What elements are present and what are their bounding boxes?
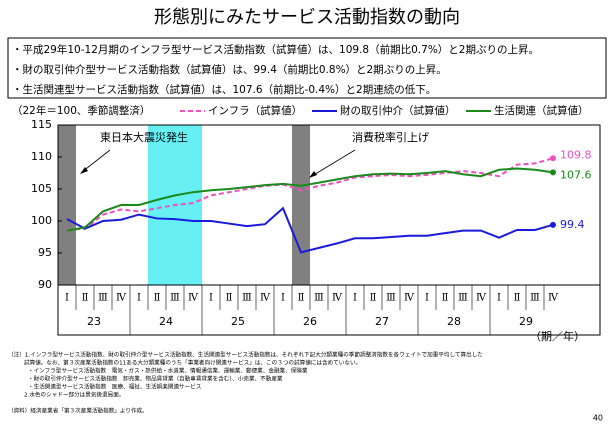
x-tick-label: Ⅰ (353, 293, 357, 304)
category-frame (57, 284, 601, 336)
footnotes: （注）1.インフラ型サービス活動指数、財の取引仲介型サービス活動指数、生活関連型… (8, 351, 483, 415)
y-tick-label: 90 (38, 278, 52, 291)
legend-label: 生活関連（試算値） (494, 104, 589, 117)
x-tick-label: Ⅳ (332, 293, 343, 304)
series-line (66, 206, 554, 254)
year-label: 28 (447, 315, 461, 328)
footnote: 2.水色のシャドー部分は景気後退局面。 (24, 391, 124, 399)
x-axis-label: （期／年） (530, 329, 585, 343)
year-label: 23 (87, 315, 101, 328)
x-tick-label: Ⅱ (370, 293, 377, 304)
end-marker (550, 221, 556, 228)
arrow-head (80, 167, 88, 174)
footnote: ・インフラ型サービス活動指数 電気・ガス・熱供給・水道業、情報通信業、運輸業、郵… (28, 367, 308, 375)
footnote: ・生活関連型サービス活動指数 医療、福祉、生活娯楽関連サービス (28, 383, 202, 391)
x-tick-label: Ⅰ (137, 293, 141, 304)
year-label: 29 (519, 315, 533, 328)
bullet: ・財の取引仲介型サービス活動指数（試算値）は、99.4（前期比0.8%）と2期ぶ… (12, 63, 447, 76)
footnote: ・財の取引仲介型サービス活動指数 卸売業、物品賃貸業（自動車賃貸業を含む）、小売… (28, 375, 283, 383)
y-tick-label: 95 (38, 246, 52, 259)
value-label: 107.6 (560, 168, 592, 181)
x-tick-label: Ⅳ (476, 293, 487, 304)
x-tick-label: Ⅲ (458, 293, 468, 304)
series-line (66, 167, 554, 232)
year-label: 27 (375, 315, 389, 328)
title: 形態別にみたサービス活動指数の動向 (154, 7, 460, 28)
x-tick-label: Ⅲ (98, 293, 108, 304)
y-tick-label: 100 (31, 214, 52, 227)
y-axis-label: （22年＝100、季節調整済） (12, 104, 150, 117)
x-tick-label: Ⅳ (116, 293, 127, 304)
shade (292, 125, 310, 285)
x-tick-label: Ⅳ (260, 293, 271, 304)
x-tick-label: Ⅰ (65, 293, 69, 304)
y-tick-label: 110 (31, 150, 52, 163)
x-tick-label: Ⅳ (188, 293, 199, 304)
x-tick-label: Ⅱ (154, 293, 161, 304)
annotation-arrow (81, 149, 111, 173)
x-tick-label: Ⅱ (442, 293, 449, 304)
annotation-arrow (311, 149, 356, 177)
x-tick-label: Ⅲ (530, 293, 540, 304)
annotation: 消費税率引上げ (352, 130, 429, 144)
end-marker (550, 155, 556, 162)
year-label: 26 (303, 315, 317, 328)
x-tick-label: Ⅳ (548, 293, 559, 304)
x-tick-label: Ⅲ (242, 293, 252, 304)
x-tick-label: Ⅱ (226, 293, 233, 304)
source: （資料）経済産業省「第３次産業活動指数」より作成。 (8, 407, 148, 415)
y-tick-label: 115 (31, 118, 52, 131)
legend-label: 財の取引仲介（試算値） (340, 104, 456, 117)
year-label: 25 (231, 315, 245, 328)
x-tick-label: Ⅲ (314, 293, 324, 304)
bullet: ・平成29年10-12月期のインフラ型サービス活動指数（試算値）は、109.8（… (12, 43, 539, 56)
x-tick-label: Ⅲ (386, 293, 396, 304)
end-marker (550, 169, 556, 176)
page-number: 40 (593, 414, 603, 423)
x-tick-label: Ⅲ (170, 293, 180, 304)
value-label: 99.4 (560, 218, 585, 231)
legend-label: インフラ（試算値） (208, 104, 302, 117)
summary-box (7, 37, 607, 99)
x-tick-label: Ⅱ (82, 293, 89, 304)
x-tick-label: Ⅰ (497, 293, 501, 304)
x-tick-label: Ⅳ (404, 293, 415, 304)
footnote: （注）1.インフラ型サービス活動指数、財の取引仲介型サービス活動指数、生活関連型… (8, 351, 483, 359)
annotation: 東日本大震災発生 (100, 130, 188, 144)
x-tick-label: Ⅰ (425, 293, 429, 304)
arrow-head (309, 171, 317, 178)
x-tick-label: Ⅰ (209, 293, 213, 304)
x-tick-label: Ⅱ (298, 293, 305, 304)
x-tick-label: Ⅱ (514, 293, 521, 304)
footnote: 試算値。なお、第３次産業活動指数の11ある大分類業種のうち「事業者向け関連サービ… (24, 359, 361, 367)
shade (58, 125, 76, 285)
year-label: 24 (159, 315, 173, 328)
series-line (66, 157, 554, 231)
bullet: ・生活関連型サービス活動指数（試算値）は、107.6（前期比-0.4%）と2期連… (12, 83, 436, 96)
x-tick-label: Ⅰ (281, 293, 285, 304)
value-label: 109.8 (560, 148, 592, 161)
y-tick-label: 105 (31, 182, 52, 195)
